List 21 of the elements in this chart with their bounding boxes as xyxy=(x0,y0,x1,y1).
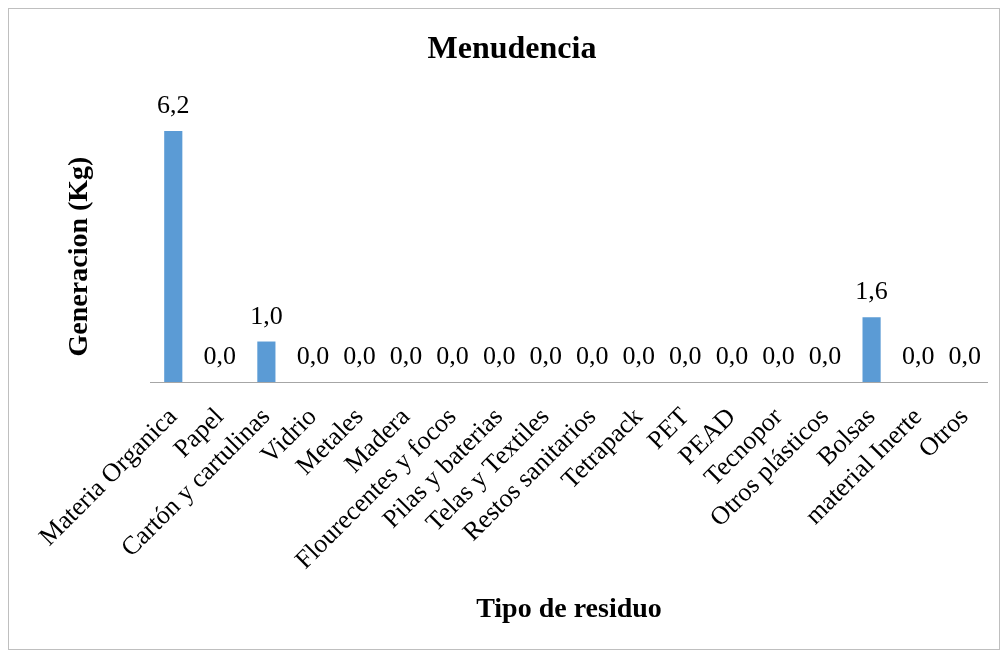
data-label: 0,0 xyxy=(948,341,981,370)
data-label: 1,0 xyxy=(250,300,283,330)
data-label: 0,0 xyxy=(901,341,935,370)
data-label: 1,6 xyxy=(855,276,888,306)
data-label: 0,0 xyxy=(669,341,702,370)
data-label: 0,0 xyxy=(389,341,423,370)
chart-title: Menudencia xyxy=(427,29,597,66)
y-axis-title: Generacion (Kg) xyxy=(62,156,94,357)
data-label: 0,0 xyxy=(808,341,842,370)
x-axis-title: Tipo de residuo xyxy=(476,592,662,624)
data-label: 6,2 xyxy=(157,90,190,119)
data-label: 0,0 xyxy=(296,341,330,370)
data-label: 0,0 xyxy=(482,341,516,370)
data-label: 0,0 xyxy=(436,341,469,370)
data-label: 0,0 xyxy=(622,341,656,370)
data-label: 0,0 xyxy=(715,341,749,370)
data-label: 0,0 xyxy=(203,341,237,370)
data-label: 0,0 xyxy=(576,341,609,370)
data-label: 0,0 xyxy=(343,341,376,370)
data-label: 0,0 xyxy=(529,341,562,370)
data-label: 0,0 xyxy=(762,341,795,370)
